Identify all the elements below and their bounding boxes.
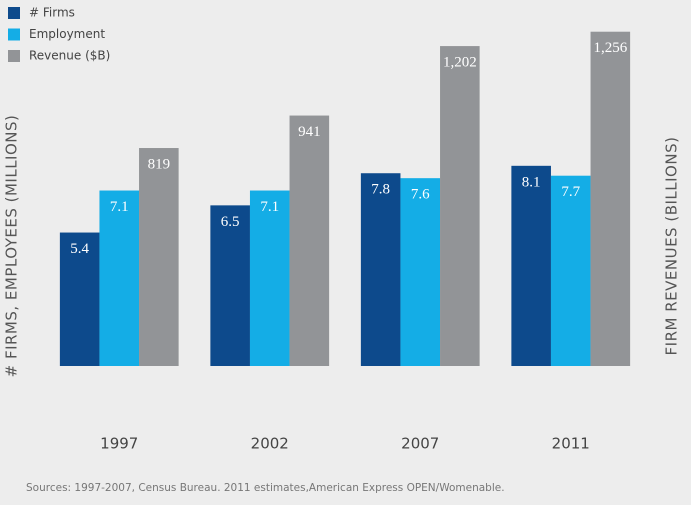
data-label: 7.6 (411, 187, 430, 203)
legend-label: Revenue ($B) (29, 49, 110, 63)
bar (550, 175, 591, 366)
source-note: Sources: 1997-2007, Census Bureau. 2011 … (26, 482, 505, 494)
bar (440, 46, 480, 367)
y-axis-label: # FIRMS, EMPLOYEES (MILLIONS) (3, 115, 21, 378)
y2-axis-label: FIRM REVENUES (BILLIONS) (663, 137, 681, 356)
bar (210, 205, 250, 366)
bar (99, 190, 140, 366)
bar (590, 31, 631, 367)
legend-label: # Firms (29, 6, 75, 20)
data-label: 819 (148, 156, 171, 172)
bar (289, 115, 330, 367)
data-label: 1,256 (593, 40, 627, 56)
data-label: 8.1 (522, 174, 541, 190)
data-label: 7.1 (110, 199, 129, 215)
legend-swatch (8, 50, 20, 62)
data-label: 5.4 (70, 241, 89, 257)
bar (249, 190, 290, 366)
bar (400, 178, 441, 366)
data-label: 7.7 (561, 184, 580, 200)
data-label: 1,202 (443, 55, 477, 71)
legend-label: Employment (29, 27, 105, 41)
x-tick-label: 2011 (552, 435, 590, 453)
bar (59, 232, 100, 366)
data-label: 6.5 (221, 214, 240, 230)
x-tick-label: 2007 (401, 435, 439, 453)
legend-swatch (8, 7, 20, 19)
data-label: 7.1 (260, 199, 279, 215)
x-tick-label: 2002 (251, 435, 289, 453)
x-tick-label: 1997 (100, 435, 138, 453)
data-label: 7.8 (371, 182, 390, 198)
bar (139, 148, 179, 366)
bar (360, 173, 401, 366)
bar (511, 165, 551, 366)
legend-swatch (8, 28, 20, 41)
data-label: 941 (298, 124, 321, 140)
